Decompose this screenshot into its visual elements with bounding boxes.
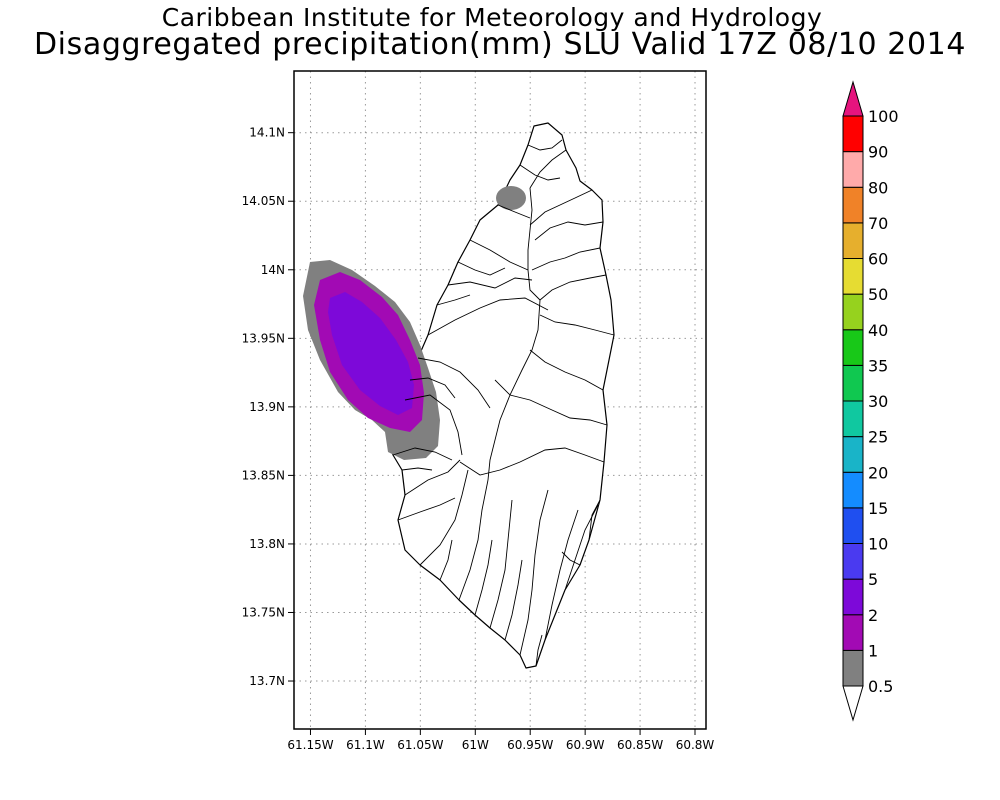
colorbar-swatch bbox=[842, 186, 864, 224]
colorbar-label: 60 bbox=[868, 250, 888, 269]
colorbar-label: 100 bbox=[868, 107, 899, 126]
colorbar-label: 0.5 bbox=[868, 677, 893, 696]
colorbar-label: 90 bbox=[868, 143, 888, 162]
colorbar-label: 15 bbox=[868, 499, 888, 518]
colorbar-swatch bbox=[842, 329, 864, 366]
colorbar-swatch bbox=[842, 222, 864, 259]
map-frame bbox=[293, 70, 707, 730]
lat-tick-label: 13.95N bbox=[242, 331, 285, 345]
lat-tick-label: 14.1N bbox=[249, 126, 285, 140]
colorbar-swatch bbox=[842, 507, 864, 544]
lon-tick-label: 60.85W bbox=[617, 738, 663, 752]
colorbar-label: 10 bbox=[868, 535, 888, 554]
colorbar-label: 30 bbox=[868, 392, 888, 411]
colorbar-swatch bbox=[842, 578, 864, 616]
lon-tick-label: 60.95W bbox=[507, 738, 553, 752]
lat-tick-label: 13.8N bbox=[249, 537, 285, 551]
colorbar-swatch bbox=[842, 115, 864, 153]
colorbar-swatch bbox=[842, 400, 864, 438]
colorbar-swatch bbox=[842, 436, 864, 473]
institution-title: Caribbean Institute for Meteorology and … bbox=[161, 3, 823, 32]
colorbar-label: 80 bbox=[868, 178, 888, 197]
colorbar-swatch bbox=[842, 543, 864, 580]
lat-tick-label: 13.7N bbox=[249, 674, 285, 688]
colorbar-label: 1 bbox=[868, 641, 878, 660]
colorbar-swatch bbox=[842, 614, 864, 651]
colorbar-over-triangle bbox=[842, 80, 864, 117]
colorbar-label: 20 bbox=[868, 463, 888, 482]
colorbar-swatch bbox=[842, 151, 864, 188]
colorbar-label: 25 bbox=[868, 428, 888, 447]
lon-tick-label: 60.8W bbox=[676, 738, 715, 752]
colorbar-label: 50 bbox=[868, 285, 888, 304]
lat-tick-label: 13.85N bbox=[242, 468, 285, 482]
lat-tick-label: 14.05N bbox=[242, 194, 285, 208]
product-title: Disaggregated precipitation(mm) SLU Vali… bbox=[33, 27, 967, 62]
colorbar-swatch bbox=[842, 293, 864, 331]
colorbar-label: 5 bbox=[868, 570, 878, 589]
lat-tick-label: 14N bbox=[261, 263, 285, 277]
lat-tick-label: 13.9N bbox=[249, 400, 285, 414]
lon-tick-label: 61.05W bbox=[397, 738, 443, 752]
colorbar-label: 70 bbox=[868, 214, 888, 233]
map-axes: 61.15W 61.1W 61.05W 61W 60.95W 60.9W 60.85W 60.… bbox=[242, 126, 715, 752]
colorbar-swatch bbox=[842, 471, 864, 509]
lon-tick-label: 60.9W bbox=[566, 738, 605, 752]
colorbar-label: 40 bbox=[868, 321, 888, 340]
watershed-boundaries bbox=[392, 139, 615, 667]
lon-tick-label: 61W bbox=[462, 738, 489, 752]
precip-area-0-5-north bbox=[496, 186, 526, 210]
lon-tick-label: 61.15W bbox=[287, 738, 333, 752]
colorbar-under-triangle bbox=[842, 685, 864, 722]
lon-tick-label: 61.1W bbox=[346, 738, 385, 752]
lat-tick-label: 13.75N bbox=[242, 605, 285, 619]
colorbar-label: 2 bbox=[868, 606, 878, 625]
precip-area-2 bbox=[328, 292, 414, 415]
colorbar-swatch bbox=[842, 364, 864, 402]
colorbar-label: 35 bbox=[868, 356, 888, 375]
colorbar-swatch bbox=[842, 258, 864, 295]
colorbar-swatch bbox=[842, 649, 864, 687]
